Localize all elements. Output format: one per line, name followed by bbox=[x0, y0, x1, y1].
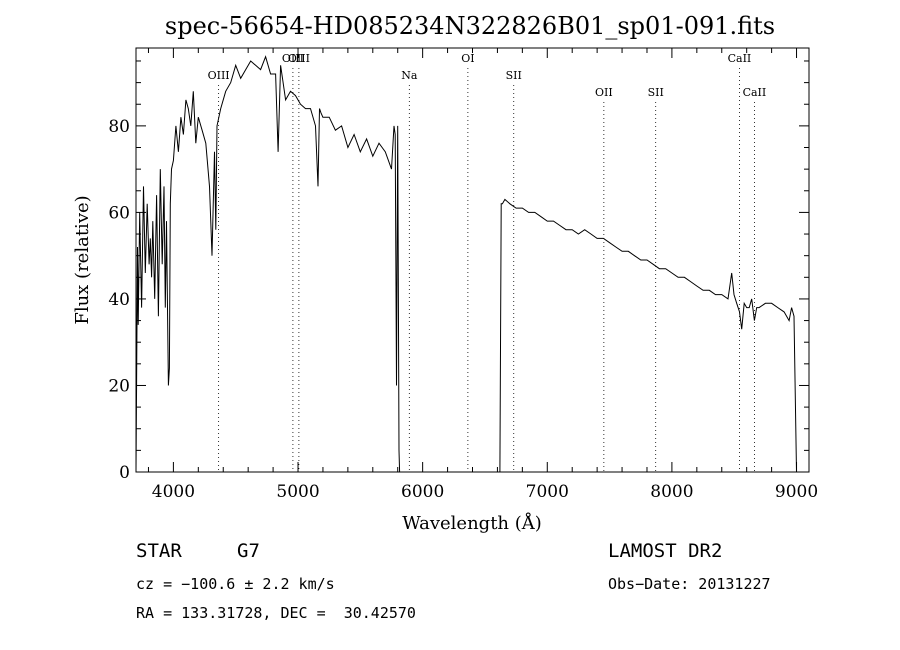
x-tick-label: 6000 bbox=[401, 482, 444, 502]
spectral-line-label: OII bbox=[595, 86, 613, 99]
spectral-line-label: SII bbox=[648, 86, 664, 99]
y-tick-label: 0 bbox=[119, 463, 130, 483]
redshift-velocity: cz = −100.6 ± 2.2 km/s bbox=[136, 575, 335, 593]
plot-frame bbox=[135, 47, 810, 473]
x-tick-label: 9000 bbox=[775, 482, 818, 502]
y-tick-label: 20 bbox=[108, 376, 130, 396]
x-axis: 4000 5000 6000 7000 8000 9000 bbox=[147, 48, 818, 502]
x-tick-label: 4000 bbox=[152, 482, 195, 502]
spectral-line-label: OI bbox=[461, 52, 474, 65]
x-tick-label: 8000 bbox=[650, 482, 693, 502]
spectral-line-label: SII bbox=[506, 69, 522, 82]
spectral-line-label: CaII bbox=[743, 86, 767, 99]
y-axis: 0 20 40 60 80 bbox=[108, 60, 809, 483]
spectral-line-label: Na bbox=[401, 69, 418, 82]
x-tick-label: 7000 bbox=[526, 482, 569, 502]
x-axis-label: Wavelength (Å) bbox=[402, 512, 542, 534]
y-tick-label: 60 bbox=[108, 203, 130, 223]
x-tick-label: 5000 bbox=[276, 482, 319, 502]
chart-title: spec-56654-HD085234N322826B01_sp01-091.f… bbox=[165, 12, 775, 40]
survey-name: LAMOST DR2 bbox=[608, 540, 723, 562]
spectral-line-label: OIII bbox=[288, 52, 310, 65]
y-axis-label: Flux (relative) bbox=[72, 195, 93, 324]
spectral-line-label: CaII bbox=[728, 52, 752, 65]
object-type: STAR bbox=[136, 540, 182, 562]
spectral-line-label: OIII bbox=[208, 69, 230, 82]
observation-date: Obs−Date: 20131227 bbox=[608, 575, 771, 593]
spectrum-line bbox=[135, 55, 797, 473]
coordinates: RA = 133.31728, DEC = 30.42570 bbox=[136, 604, 416, 622]
spectral-subclass: G7 bbox=[237, 540, 260, 562]
y-tick-label: 80 bbox=[108, 117, 130, 137]
y-tick-label: 40 bbox=[108, 290, 130, 310]
